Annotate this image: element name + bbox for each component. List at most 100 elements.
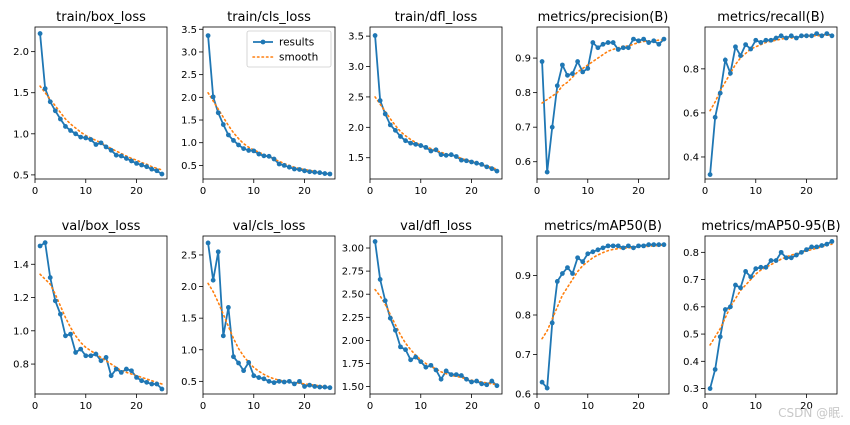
results-point	[738, 53, 743, 59]
subplot: train/dfl_loss 0 10 20 1.5 2.0 2.5 3.0 3.5	[348, 10, 503, 197]
results-point	[793, 35, 799, 41]
legend: results smooth	[246, 30, 332, 68]
results-point	[215, 249, 221, 255]
results-point	[641, 243, 647, 249]
results-point	[159, 386, 165, 392]
x-tick-label: 20	[800, 186, 813, 197]
y-tick-label: 0.5	[683, 330, 699, 341]
results-point	[651, 242, 657, 248]
axes-frame	[536, 26, 670, 180]
y-tick-label: 0.6	[683, 108, 699, 119]
x-tick-label: 10	[79, 186, 92, 197]
axes-frame	[202, 235, 336, 395]
y-tick-label: 1.4	[13, 260, 29, 271]
results-point	[154, 168, 160, 174]
results-point	[707, 386, 713, 391]
results-point	[98, 358, 104, 364]
results-point	[819, 243, 825, 248]
results-point	[372, 33, 378, 38]
results-point	[236, 142, 241, 148]
results-point	[479, 381, 485, 387]
results-point	[438, 152, 444, 158]
results-point	[286, 164, 292, 170]
results-point	[418, 359, 424, 365]
results-point	[804, 247, 809, 253]
results-point	[241, 368, 247, 374]
results-point	[783, 255, 789, 261]
axes-frame	[202, 26, 336, 180]
results-point	[63, 333, 68, 339]
results-point	[615, 243, 621, 249]
results-point	[595, 45, 601, 51]
y-tick-label: 1.5	[181, 314, 197, 325]
y-tick-label: 1.50	[342, 382, 364, 393]
series-results-line	[709, 240, 833, 389]
results-point	[108, 373, 114, 379]
results-point	[134, 160, 139, 166]
y-tick-label: 0.5	[13, 170, 29, 181]
x-tick-label: 10	[749, 401, 762, 412]
results-point	[83, 353, 89, 359]
results-point	[225, 305, 231, 310]
series-results-line	[541, 38, 665, 173]
results-point	[727, 304, 733, 310]
results-point	[458, 373, 464, 378]
results-point	[134, 374, 139, 380]
results-point	[625, 243, 631, 249]
x-tick-label: 10	[414, 186, 427, 197]
results-point	[448, 152, 454, 158]
series-smooth-line	[39, 85, 163, 171]
series-results-line	[374, 241, 498, 387]
y-tick-label: 0.6	[515, 157, 531, 168]
results-point	[123, 156, 129, 161]
results-point	[118, 153, 124, 159]
results-point	[256, 375, 262, 380]
results-point	[261, 153, 267, 159]
results-point	[281, 162, 287, 168]
plot-title: val/box_loss	[62, 219, 141, 234]
x-tick-label: 0	[534, 401, 540, 412]
x-tick-label: 0	[534, 186, 540, 197]
x-tick-label: 20	[130, 186, 143, 197]
results-point	[565, 72, 570, 78]
axes-frame	[536, 235, 670, 395]
y-tick-label: 2.5	[348, 92, 364, 103]
results-point	[281, 379, 287, 385]
results-point	[149, 381, 155, 387]
results-point	[620, 245, 626, 251]
axes-frame	[34, 26, 168, 180]
results-point	[641, 36, 647, 42]
results-point	[398, 134, 403, 139]
series-results-line	[207, 242, 331, 389]
results-point	[809, 33, 815, 39]
results-point	[799, 249, 804, 255]
y-tick-label: 0.9	[515, 271, 531, 282]
results-point	[707, 172, 713, 177]
results-point	[489, 166, 495, 172]
x-tick-label: 20	[298, 186, 311, 197]
series-smooth-line	[709, 243, 833, 346]
y-tick-label: 3.5	[181, 25, 197, 36]
results-point	[474, 160, 480, 166]
results-point	[322, 384, 328, 390]
results-point	[753, 266, 759, 272]
results-point	[73, 350, 79, 355]
x-tick-label: 20	[800, 401, 813, 412]
results-point	[474, 378, 480, 384]
results-point	[722, 57, 728, 63]
results-point	[636, 243, 641, 249]
results-point	[565, 265, 570, 270]
results-point	[271, 156, 277, 162]
results-point	[423, 144, 429, 150]
subplot: val/box_loss 0 10 20 0.8 1.0 1.2 1.4	[13, 219, 168, 412]
results-point	[413, 141, 419, 147]
results-point	[403, 138, 408, 144]
results-point	[748, 274, 754, 280]
results-point	[312, 384, 318, 389]
results-point	[377, 277, 383, 282]
results-point	[824, 31, 830, 37]
results-point	[271, 380, 277, 386]
y-tick-label: 1.2	[13, 293, 29, 304]
results-point	[241, 146, 247, 152]
results-point	[98, 140, 104, 146]
